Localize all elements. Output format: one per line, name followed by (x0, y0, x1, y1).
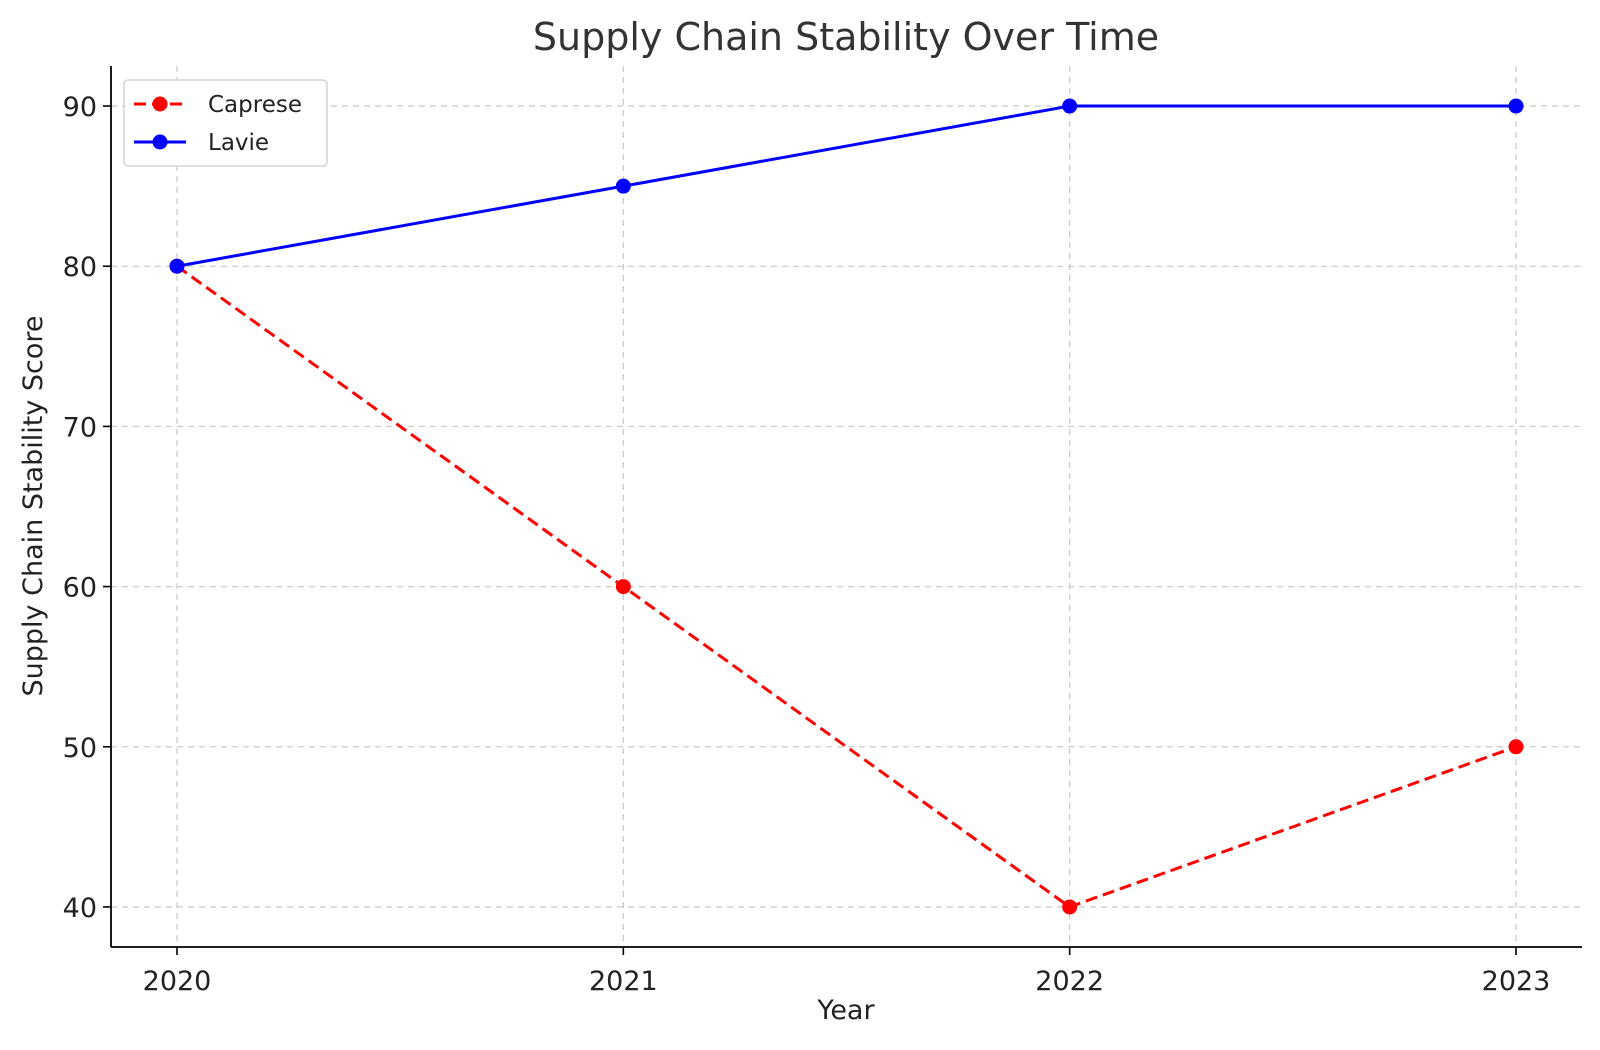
series-layer (169, 98, 1524, 915)
data-point-lavie (615, 178, 631, 194)
legend-frame (123, 79, 328, 167)
data-point-caprese (615, 579, 631, 595)
series-line-caprese (176, 265, 1517, 909)
x-tick-label: 2022 (1035, 966, 1104, 997)
legend: Caprese Lavie (123, 79, 328, 167)
legend-label-caprese: Caprese (208, 92, 302, 118)
legend-marker-lavie (152, 134, 168, 150)
y-tick-label: 40 (63, 893, 97, 924)
chart-title: Supply Chain Stability Over Time (533, 15, 1159, 59)
series-line-lavie (176, 104, 1516, 268)
grid (111, 66, 1582, 947)
y-axis-label: Supply Chain Stability Score (18, 316, 49, 697)
x-tick-label: 2020 (143, 966, 212, 997)
legend-label-lavie: Lavie (208, 130, 269, 156)
x-tick-label: 2021 (589, 966, 658, 997)
y-tick-label: 50 (63, 733, 97, 764)
data-point-lavie (1508, 98, 1524, 114)
data-point-caprese (1508, 739, 1524, 755)
y-tick-label: 90 (63, 92, 97, 123)
x-axis-label: Year (816, 995, 875, 1026)
legend-marker-caprese (152, 96, 168, 112)
axes (110, 66, 1582, 948)
y-tick-label: 80 (63, 252, 97, 283)
x-ticks: 2020 2021 2022 2023 (143, 947, 1551, 997)
y-tick-label: 60 (63, 573, 97, 604)
y-tick-label: 70 (63, 412, 97, 443)
data-point-lavie (1062, 98, 1078, 114)
data-point-caprese (1062, 899, 1078, 915)
data-point-lavie (169, 258, 185, 274)
x-tick-label: 2023 (1482, 966, 1551, 997)
y-ticks: 40 50 60 70 80 90 (63, 92, 111, 924)
